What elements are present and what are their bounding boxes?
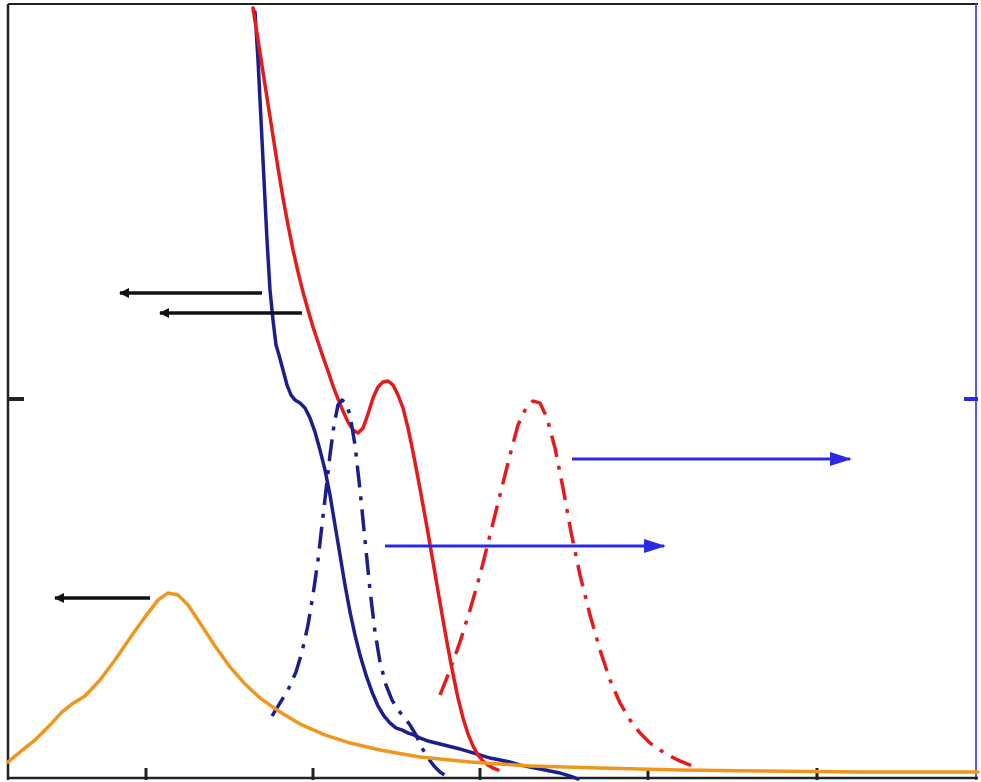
series-line-4 xyxy=(438,399,701,770)
axis-ticks xyxy=(8,397,978,780)
series-line-2 xyxy=(251,6,500,772)
arrow-annotations xyxy=(54,288,852,603)
plot-frame xyxy=(6,3,978,780)
series-line-3 xyxy=(270,398,447,778)
series-line-5 xyxy=(6,591,980,774)
series-layer xyxy=(6,6,980,781)
series-line-1 xyxy=(253,10,580,781)
